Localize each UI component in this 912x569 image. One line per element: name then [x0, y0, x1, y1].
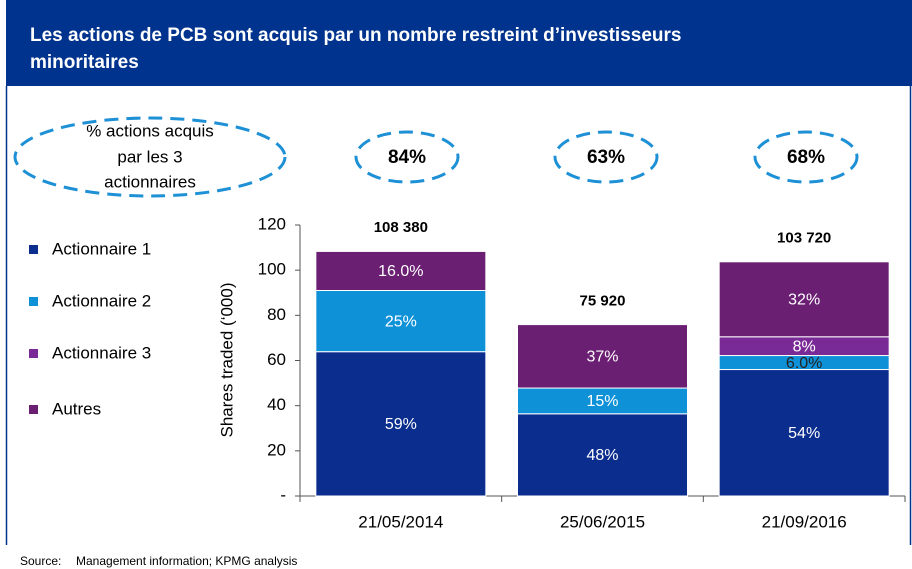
top3-label: 68% [787, 147, 825, 168]
y-tick-label: 120 [258, 214, 286, 233]
callout-ellipse [553, 130, 659, 184]
x-tick-label: 21/05/2014 [358, 512, 443, 531]
y-tick-label: 40 [267, 395, 286, 414]
title-line: Les actions de PCB sont acquis par un no… [30, 25, 681, 46]
bar-segment [315, 289, 487, 353]
legend-swatch [29, 349, 38, 358]
bar-segment [718, 369, 890, 497]
y-axis-label: Shares traded (‘000) [217, 283, 236, 438]
y-tick-label: 20 [267, 440, 286, 459]
bar-segment [517, 324, 688, 389]
top3-label: 63% [587, 147, 625, 168]
y-tick-label: 100 [258, 260, 286, 279]
segment-label: 37% [586, 349, 618, 366]
callout-ellipse [753, 130, 859, 184]
segment-label: 25% [385, 313, 417, 330]
x-tick-label: 25/06/2015 [560, 512, 645, 531]
legend-swatch [29, 245, 38, 254]
total-label: 75 920 [580, 293, 626, 310]
callout-ellipse [13, 116, 287, 198]
legend-swatch [29, 405, 38, 414]
top3-label: 84% [388, 147, 426, 168]
segment-label: 16.0% [378, 263, 423, 280]
legend-label: Actionnaire 3 [52, 343, 151, 362]
legend-label: Actionnaire 1 [52, 239, 151, 258]
legend-label: Actionnaire 2 [52, 291, 151, 310]
caption-line: % actions acquis [86, 121, 214, 140]
bar-segment [315, 250, 487, 291]
segment-label: 6.0% [786, 355, 822, 372]
legend-swatch [29, 297, 38, 306]
segment-label: 15% [586, 393, 618, 410]
bar-segment [315, 351, 487, 497]
title-line: minoritaires [30, 52, 139, 73]
total-label: 103 720 [777, 230, 831, 247]
legend-label: Autres [52, 399, 101, 418]
bar-segment [517, 387, 688, 415]
header-band [6, 0, 912, 86]
caption-line: actionnaires [104, 172, 196, 191]
x-tick-label: 21/09/2016 [762, 512, 847, 531]
total-label: 108 380 [374, 219, 428, 236]
segment-label: 54% [788, 425, 820, 442]
callout-ellipse [354, 130, 460, 184]
segment-label: 8% [793, 338, 816, 355]
source-label: Source: [20, 554, 61, 568]
source: Management information; KPMG analysis [76, 554, 297, 568]
bar-segment [718, 261, 890, 338]
segment-label: 48% [586, 447, 618, 464]
segment-label: 59% [385, 416, 417, 433]
segment-label: 32% [788, 292, 820, 309]
y-tick-label: - [280, 485, 286, 504]
caption-line: par les 3 [117, 147, 182, 166]
y-tick-label: 80 [267, 305, 286, 324]
y-tick-label: 60 [267, 350, 286, 369]
